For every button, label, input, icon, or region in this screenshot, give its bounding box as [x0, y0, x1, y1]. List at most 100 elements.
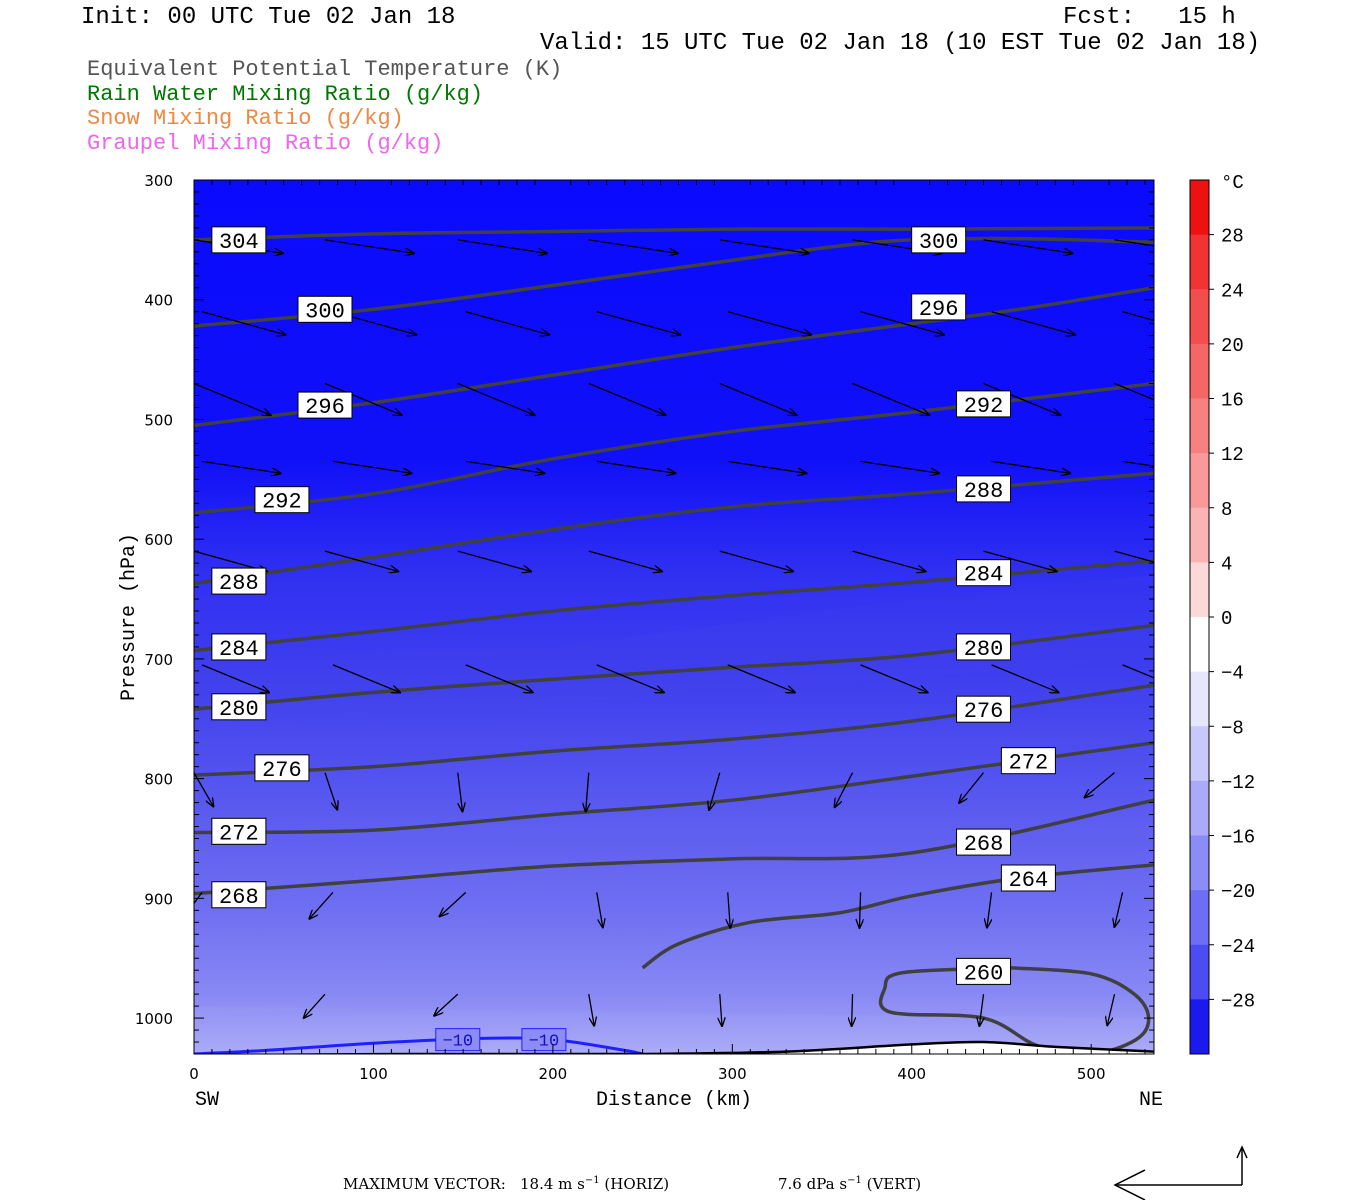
colorbar-tick-label: −24 — [1221, 936, 1255, 958]
contour-label-text: 292 — [262, 490, 302, 515]
wind-vector — [332, 460, 412, 473]
contour-label-296: 296 — [297, 391, 353, 420]
wind-vector — [1114, 892, 1124, 927]
colorbar-tick-label: 16 — [1221, 390, 1244, 412]
wind-vector — [991, 664, 1059, 693]
wind-vector — [1114, 382, 1154, 401]
y-tick-label: 500 — [144, 411, 173, 429]
wind-vector — [440, 891, 467, 916]
colorbar-swatch — [1190, 671, 1209, 727]
wind-vector — [588, 550, 662, 571]
contour-label-text: 284 — [219, 637, 259, 662]
colorbar-swatch — [1190, 453, 1209, 509]
forecast-hour: Fcst: 15 h — [1063, 4, 1236, 31]
contour-label-text: 304 — [219, 230, 259, 255]
wind-vector — [586, 772, 589, 812]
temperature-fill — [194, 180, 1154, 1054]
colorbar-swatch — [1190, 944, 1209, 1000]
wind-vector — [860, 311, 944, 335]
contour-label-text: 268 — [219, 885, 259, 910]
legend-graupel: Graupel Mixing Ratio (g/kg) — [87, 131, 444, 156]
theta-e-contour-272 — [194, 740, 1154, 835]
wind-vector — [727, 460, 807, 473]
wind-vector — [588, 239, 678, 253]
contour-label-268: 268 — [211, 881, 267, 910]
wind-vector — [596, 664, 664, 693]
wind-vector — [596, 892, 603, 927]
colorbar-tick-label: 12 — [1221, 444, 1244, 466]
x-tick-label: 300 — [718, 1065, 747, 1083]
colorbar-tick-label: −4 — [1221, 663, 1244, 685]
wind-vector — [324, 239, 414, 253]
legend-snow: Snow Mixing Ratio (g/kg) — [87, 106, 404, 131]
wind-vector — [852, 382, 930, 416]
x-tick-label: 200 — [539, 1065, 568, 1083]
colorbar-tick-label: −28 — [1221, 990, 1255, 1012]
colorbar-tick-label: 20 — [1221, 335, 1244, 357]
y-tick-label: 600 — [144, 531, 173, 549]
wind-vector — [465, 664, 533, 693]
contour-label-text: 268 — [964, 832, 1004, 857]
wind-vector — [987, 892, 993, 927]
minus-10-label: −10 — [435, 1028, 481, 1052]
colorbar-swatch — [1190, 617, 1209, 673]
theta-e-contour-300 — [194, 236, 1154, 328]
contour-label-296: 296 — [911, 293, 967, 322]
contour-label-292: 292 — [956, 390, 1012, 419]
wind-vector — [332, 664, 400, 693]
wind-vector — [596, 311, 680, 335]
colorbar-swatch — [1190, 562, 1209, 618]
y-tick-label: 700 — [144, 651, 173, 669]
colorbar-tick-label: 4 — [1221, 553, 1232, 575]
contour-label-272: 272 — [1000, 747, 1056, 776]
wind-vector — [719, 550, 793, 571]
wind-vector — [588, 994, 594, 1026]
contour-label-268: 268 — [956, 828, 1012, 857]
y-tick-label: 800 — [144, 771, 173, 789]
contour-label-text: 276 — [262, 758, 302, 783]
wind-vector — [709, 772, 721, 810]
x-tick-label: 500 — [1077, 1065, 1106, 1083]
y-tick-label: 400 — [144, 292, 173, 310]
colorbar-tick-label: −16 — [1221, 827, 1255, 849]
colorbar-tick-label: −12 — [1221, 772, 1255, 794]
contour-label-284: 284 — [956, 559, 1012, 588]
contour-label-276: 276 — [956, 695, 1012, 724]
contour-label-text: 260 — [964, 961, 1004, 986]
wind-vector — [719, 239, 809, 253]
legend-theta-e: Equivalent Potential Temperature (K) — [87, 57, 563, 82]
contour-label-text: 288 — [219, 571, 259, 596]
y-tick-label: 1000 — [135, 1010, 173, 1028]
contour-label-260: 260 — [956, 957, 1012, 986]
wind-vector — [1122, 311, 1154, 322]
contour-label-304: 304 — [211, 226, 267, 255]
wind-vector — [457, 239, 547, 253]
wind-vector — [194, 994, 195, 996]
contour-label-text: 272 — [219, 821, 259, 846]
y-tick-label: 900 — [144, 890, 173, 908]
wind-vector — [1114, 550, 1154, 563]
contour-label-276: 276 — [254, 754, 310, 783]
contour-label-text: 280 — [219, 697, 259, 722]
ne-direction-label: NE — [1139, 1089, 1163, 1112]
wind-vector — [979, 994, 983, 1026]
colorbar-tick-label: 0 — [1221, 608, 1232, 630]
svg-text:−10: −10 — [529, 1033, 560, 1052]
wind-vector — [309, 891, 334, 918]
contour-label-text: 264 — [1009, 868, 1049, 893]
wind-vector — [728, 892, 731, 927]
contour-label-text: 296 — [305, 395, 345, 420]
colorbar-swatch — [1190, 234, 1209, 290]
wind-vector — [465, 311, 549, 335]
colorbar-swatch — [1190, 835, 1209, 891]
x-tick-label: 0 — [189, 1065, 199, 1083]
wind-vector — [852, 550, 926, 571]
contour-label-text: 284 — [964, 563, 1004, 588]
wind-vector — [324, 550, 398, 571]
x-tick-label: 400 — [897, 1065, 926, 1083]
x-axis-label: Distance (km) — [596, 1089, 752, 1112]
wind-vector — [727, 664, 795, 693]
colorbar-swatch — [1190, 890, 1209, 946]
colorbar-swatch — [1190, 180, 1209, 236]
